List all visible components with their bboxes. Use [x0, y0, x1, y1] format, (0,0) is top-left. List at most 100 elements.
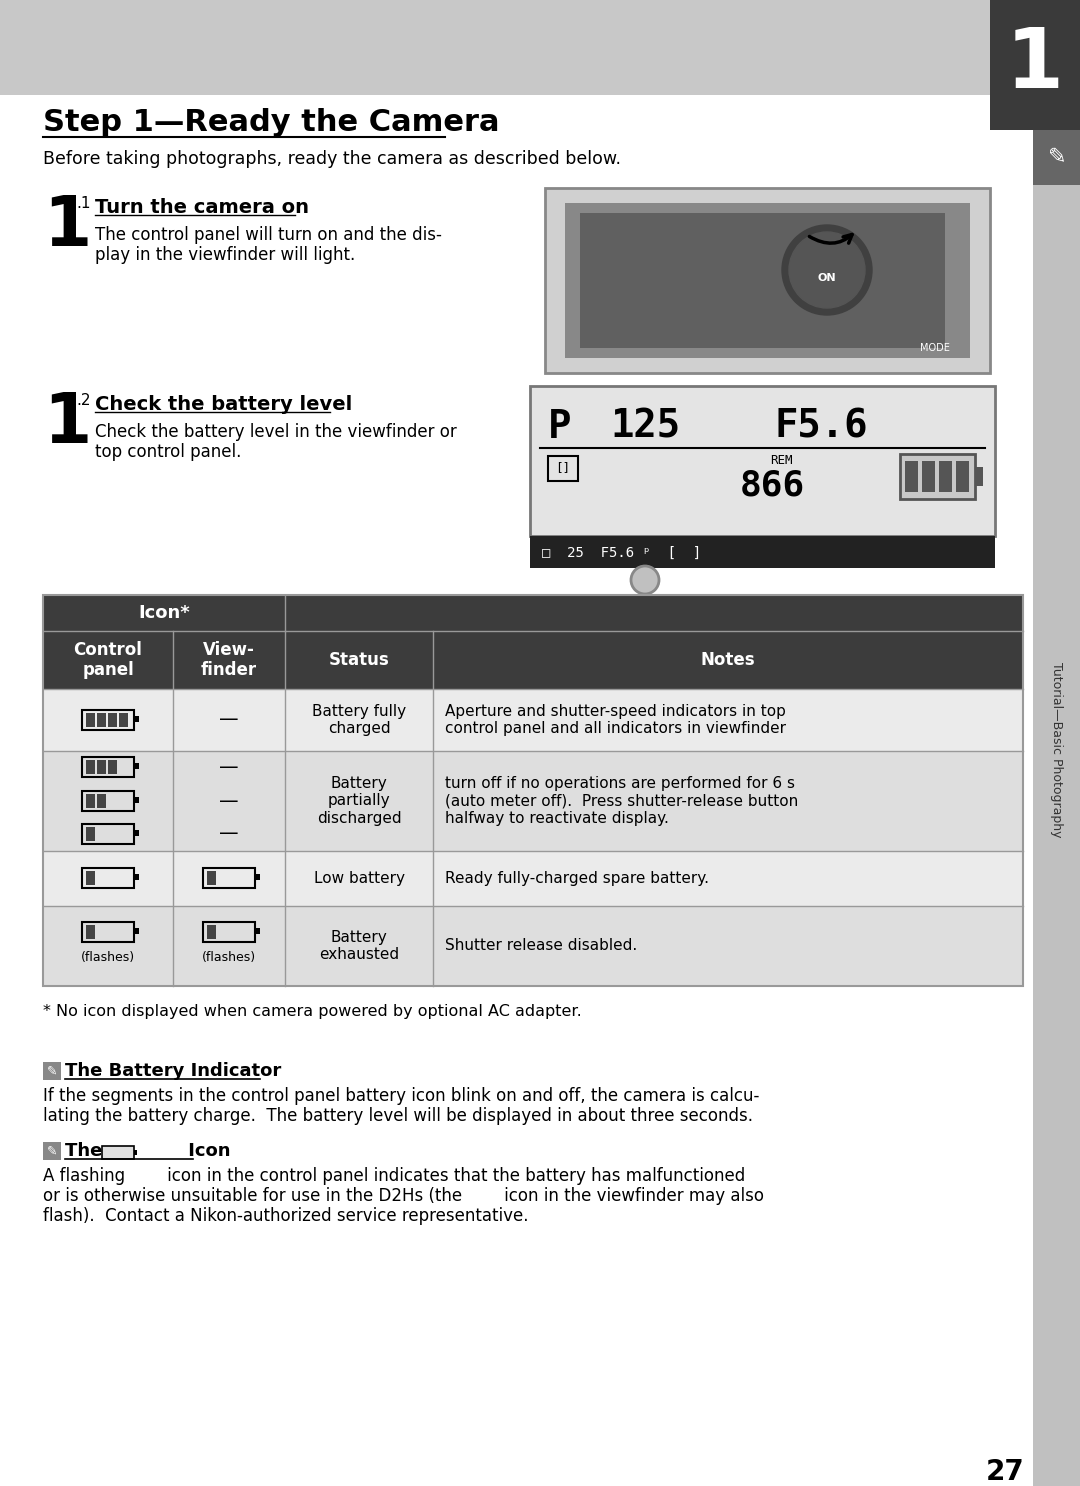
Bar — [119, 713, 129, 727]
Text: Battery
exhausted: Battery exhausted — [319, 930, 400, 963]
Bar — [82, 868, 134, 889]
Bar — [134, 716, 139, 722]
Bar — [285, 594, 1023, 632]
Text: Check the battery level: Check the battery level — [95, 395, 352, 415]
Text: .2: .2 — [76, 392, 91, 409]
Bar — [580, 212, 945, 348]
Text: The: The — [65, 1143, 109, 1161]
Bar — [433, 632, 1023, 690]
Bar — [433, 851, 1023, 906]
Text: —: — — [219, 710, 239, 730]
Bar — [86, 871, 95, 886]
Bar — [545, 189, 990, 373]
Circle shape — [631, 566, 659, 594]
Text: MODE: MODE — [920, 343, 950, 354]
Text: 1: 1 — [43, 193, 91, 260]
Bar — [119, 828, 129, 841]
Text: Step 1—Ready the Camera: Step 1—Ready the Camera — [43, 108, 499, 137]
Bar — [43, 1062, 60, 1080]
Text: play in the viewfinder will light.: play in the viewfinder will light. — [95, 247, 355, 265]
Text: REM: REM — [770, 455, 793, 467]
Text: or is otherwise unsuitable for use in the D2Hs (the        icon in the viewfinde: or is otherwise unsuitable for use in th… — [43, 1187, 764, 1205]
Bar — [285, 632, 433, 690]
Bar — [119, 924, 129, 939]
Text: 125: 125 — [610, 409, 680, 446]
Bar — [119, 759, 129, 774]
Bar — [82, 921, 134, 942]
Bar — [0, 0, 1080, 95]
Bar — [1032, 129, 1080, 184]
Bar — [86, 713, 95, 727]
Bar — [173, 750, 285, 851]
Text: The control panel will turn on and the dis-: The control panel will turn on and the d… — [95, 226, 442, 244]
Bar — [433, 906, 1023, 987]
Bar — [255, 927, 260, 935]
Bar — [134, 927, 139, 935]
Bar — [43, 594, 285, 632]
Text: 866: 866 — [740, 468, 806, 502]
Text: Shutter release disabled.: Shutter release disabled. — [445, 939, 637, 954]
Text: Battery
partially
discharged: Battery partially discharged — [316, 776, 402, 826]
Bar — [905, 461, 918, 492]
Text: F5.6: F5.6 — [775, 409, 868, 446]
Bar — [218, 924, 227, 939]
Bar — [956, 461, 969, 492]
Bar — [134, 762, 139, 768]
Text: Low battery: Low battery — [313, 871, 405, 886]
Text: View-
finder: View- finder — [201, 640, 257, 679]
Bar — [108, 924, 117, 939]
Bar — [108, 713, 117, 727]
Bar — [97, 759, 106, 774]
Text: —: — — [219, 792, 239, 810]
Bar — [86, 828, 95, 841]
Bar — [43, 906, 173, 987]
Bar — [43, 851, 173, 906]
Text: 27: 27 — [986, 1458, 1025, 1486]
Bar — [43, 594, 1023, 987]
Bar — [240, 871, 249, 886]
Bar — [285, 690, 433, 750]
Bar — [108, 759, 117, 774]
Text: Control
panel: Control panel — [73, 640, 143, 679]
Bar — [207, 924, 216, 939]
Bar — [97, 924, 106, 939]
Bar — [86, 794, 95, 808]
Text: Check the battery level in the viewfinder or: Check the battery level in the viewfinde… — [95, 424, 457, 441]
Text: P: P — [548, 409, 571, 446]
Bar — [565, 204, 970, 358]
Text: ✎: ✎ — [46, 1144, 57, 1158]
Bar — [43, 1143, 60, 1161]
Bar — [82, 791, 134, 811]
Bar — [285, 750, 433, 851]
Bar — [86, 924, 95, 939]
Bar — [173, 851, 285, 906]
Bar — [548, 456, 578, 481]
Bar — [433, 750, 1023, 851]
Bar — [82, 825, 134, 844]
Bar — [1032, 129, 1080, 1486]
Bar — [530, 536, 995, 568]
Bar — [134, 874, 139, 880]
Text: Ready fully-charged spare battery.: Ready fully-charged spare battery. — [445, 871, 708, 886]
Bar — [119, 794, 129, 808]
Bar — [97, 828, 106, 841]
Circle shape — [782, 224, 872, 315]
Text: []: [] — [555, 462, 570, 474]
Bar — [82, 710, 134, 730]
Text: A flashing        icon in the control panel indicates that the battery has malfu: A flashing icon in the control panel ind… — [43, 1167, 745, 1184]
Bar — [43, 750, 173, 851]
FancyArrowPatch shape — [809, 235, 852, 244]
Text: Status: Status — [328, 651, 390, 669]
Bar — [433, 690, 1023, 750]
Text: turn off if no operations are performed for 6 s
(auto meter off).  Press shutter: turn off if no operations are performed … — [445, 776, 798, 826]
Text: —: — — [219, 825, 239, 844]
Bar — [97, 794, 106, 808]
Text: —: — — [219, 758, 239, 777]
Bar — [173, 906, 285, 987]
Text: Aperture and shutter-speed indicators in top
control panel and all indicators in: Aperture and shutter-speed indicators in… — [445, 704, 786, 736]
Text: ON: ON — [818, 273, 836, 282]
Bar — [207, 871, 216, 886]
Text: flash).  Contact a Nikon-authorized service representative.: flash). Contact a Nikon-authorized servi… — [43, 1207, 528, 1224]
Text: * No icon displayed when camera powered by optional AC adapter.: * No icon displayed when camera powered … — [43, 1005, 582, 1019]
Bar — [97, 871, 106, 886]
